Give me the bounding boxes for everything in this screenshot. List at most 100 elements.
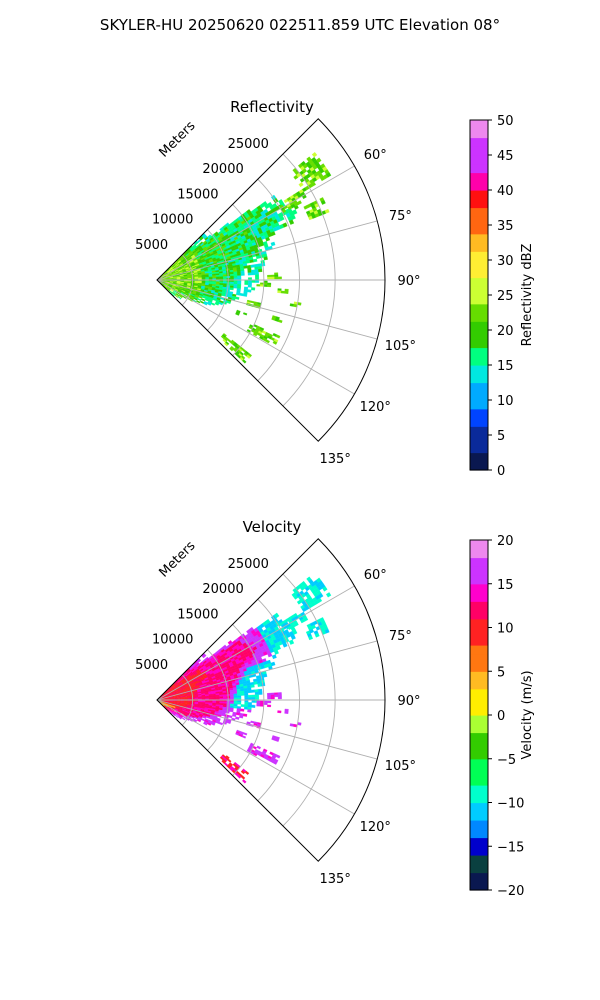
radar-gate <box>247 689 252 694</box>
radar-gate <box>251 689 256 693</box>
radar-gate <box>240 272 245 276</box>
cbar-tick: 30 <box>497 254 514 269</box>
radar-gate <box>232 713 237 717</box>
radar-gate <box>282 642 288 648</box>
radar-gate <box>298 182 304 188</box>
radar-gate <box>267 694 272 698</box>
radar-gate <box>251 287 256 291</box>
cbar-tick: 15 <box>497 578 514 593</box>
radar-gate <box>212 696 217 699</box>
radar-gate <box>230 275 235 279</box>
colorbar-swatch <box>470 120 488 130</box>
theta-tick-120: 120° <box>360 820 391 835</box>
colorbar-swatch <box>470 855 488 865</box>
radar-gate <box>239 715 244 719</box>
radar-gate <box>270 274 275 278</box>
r-tick-15000: 15000 <box>177 187 218 202</box>
radar-gate <box>219 276 224 279</box>
figure-title: SKYLER-HU 20250620 022511.859 UTC Elevat… <box>99 16 501 34</box>
radar-gate <box>282 222 288 228</box>
radar-gate <box>233 273 238 277</box>
radar-gate <box>250 264 255 268</box>
theta-tick-75: 75° <box>389 629 412 644</box>
colorbar-swatch <box>470 190 488 200</box>
radar-gate <box>262 673 268 678</box>
radar-gate <box>210 302 216 306</box>
radar-gate <box>223 342 229 347</box>
radar-gate <box>230 273 235 277</box>
radar-gate <box>270 241 276 247</box>
radar-gate <box>229 347 234 352</box>
radar-gate <box>290 214 296 220</box>
radar-gate <box>318 593 324 599</box>
azimuth-gridline <box>156 220 378 281</box>
radar-gate <box>237 273 242 276</box>
radar-gate <box>251 269 256 273</box>
colorbar-swatch <box>470 391 488 401</box>
radar-gate <box>246 354 251 359</box>
radar-gate <box>255 694 260 698</box>
radar-gate <box>203 722 208 726</box>
r-tick-25000: 25000 <box>228 137 269 152</box>
colorbar-swatch <box>470 408 488 419</box>
radar-gate <box>178 295 183 299</box>
radar-gate <box>247 709 252 713</box>
radar-gate <box>242 779 247 784</box>
radar-gate <box>252 258 258 263</box>
radar-gate <box>235 312 240 316</box>
colorbar-swatch <box>470 163 488 174</box>
radar-gate <box>235 296 240 300</box>
radar-gate <box>240 708 245 712</box>
radar-gate <box>267 274 272 278</box>
radar-gate <box>242 713 248 717</box>
azimuth-gridline <box>156 165 355 281</box>
velocity-colorbar: 20 15 10 5 0 −5 −10 −15 −20 Velocity (m/… <box>469 534 535 899</box>
radar-gate <box>272 340 278 345</box>
radar-gate <box>303 616 309 622</box>
radar-gate <box>279 215 285 221</box>
radar-gate <box>233 705 238 709</box>
cbar-tick: 15 <box>497 359 514 374</box>
cbar-tick: 5 <box>497 429 505 444</box>
radar-gate <box>257 683 262 687</box>
cbar-tick: 45 <box>497 149 514 164</box>
radar-gate <box>297 200 302 205</box>
radar-gate <box>259 284 264 287</box>
radar-gate <box>292 209 298 215</box>
cbar-tick: 25 <box>497 289 514 304</box>
cbar-tick: 50 <box>497 114 514 129</box>
colorbar-swatch <box>470 146 488 156</box>
radar-gate <box>277 694 282 697</box>
radar-gate <box>196 719 201 723</box>
radar-gate <box>322 586 328 592</box>
radar-gate <box>263 280 268 284</box>
radar-gate <box>250 684 255 688</box>
colorbar-swatch <box>470 426 488 436</box>
colorbar-swatch <box>470 863 488 874</box>
radar-gate <box>284 711 289 714</box>
colorbar-swatch <box>470 400 488 410</box>
radar-gate <box>308 635 313 641</box>
radar-gate <box>230 701 235 705</box>
radar-gate <box>243 265 248 269</box>
radar-gate <box>275 645 281 651</box>
colorbar-swatch <box>470 697 488 707</box>
radar-gate <box>215 276 220 279</box>
colorbar-swatch <box>470 601 488 611</box>
radar-gate <box>275 754 281 759</box>
radar-gate <box>239 292 244 297</box>
radar-gate <box>265 339 270 344</box>
colorbar-swatch <box>470 548 488 559</box>
radar-gate <box>201 718 206 722</box>
radar-gate <box>293 622 299 627</box>
colorbar-swatch <box>470 592 488 602</box>
radar-gate <box>311 151 318 158</box>
radar-gate <box>274 738 280 742</box>
radar-gate <box>177 296 182 300</box>
cbar-tick: 20 <box>497 324 514 339</box>
colorbar-swatch <box>470 172 488 182</box>
reflectivity-chart: 5000 10000 15000 20000 25000 60° 75° 90°… <box>135 114 535 479</box>
colorbar-swatch <box>470 750 488 760</box>
radar-gate <box>240 704 245 708</box>
colorbar-swatch <box>470 653 488 664</box>
